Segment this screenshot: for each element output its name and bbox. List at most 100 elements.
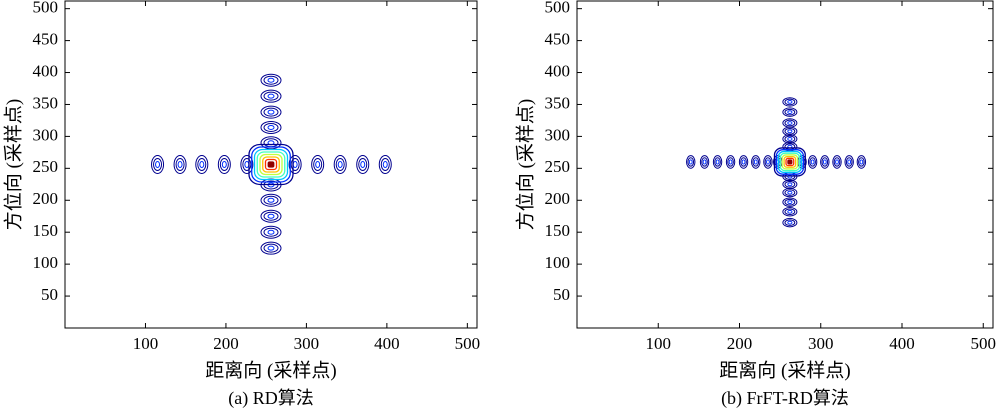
range-sidelobe <box>197 158 207 171</box>
range-sidelobe <box>240 155 254 174</box>
range-sidelobe <box>740 157 747 167</box>
range-sidelobe <box>244 161 250 168</box>
range-sidelobe <box>822 159 827 165</box>
azimuth-sidelobe <box>263 243 279 253</box>
azimuth-sidelobe <box>260 89 282 103</box>
range-sidelobe <box>311 155 325 174</box>
range-sidelobe <box>217 155 231 174</box>
peak-contour <box>259 153 283 176</box>
azimuth-sidelobe <box>784 198 796 206</box>
range-sidelobe <box>715 159 720 165</box>
azimuth-sidelobe <box>260 73 282 87</box>
range-sidelobe <box>712 155 723 169</box>
peak-contour <box>262 156 280 173</box>
range-sidelobe <box>807 155 818 169</box>
azimuth-sidelobe <box>787 174 793 179</box>
range-sidelobe <box>856 155 867 169</box>
azimuth-sidelobe <box>787 220 793 225</box>
peak-contour <box>777 150 803 174</box>
y-tick-label: 150 <box>33 221 59 240</box>
x-tick-label: 400 <box>889 334 915 353</box>
y-tick-label: 500 <box>545 0 571 17</box>
azimuth-sidelobe <box>787 137 793 141</box>
azimuth-sidelobe <box>784 127 796 135</box>
azimuth-sidelobe <box>782 197 798 207</box>
azimuth-sidelobe <box>782 207 798 217</box>
y-tick-label: 250 <box>545 157 571 176</box>
y-tick-label: 50 <box>553 285 570 304</box>
range-sidelobe <box>155 161 161 168</box>
range-sidelobe <box>833 157 841 167</box>
range-sidelobe <box>701 157 708 167</box>
azimuth-sidelobe <box>263 107 279 117</box>
range-sidelobe <box>290 158 300 171</box>
azimuth-sidelobe <box>787 110 793 115</box>
range-sidelobe <box>753 159 758 165</box>
x-tick-label: 200 <box>213 334 239 353</box>
range-sidelobe <box>356 155 370 174</box>
range-sidelobe <box>221 161 227 168</box>
azimuth-sidelobe <box>784 208 796 216</box>
azimuth-sidelobe <box>263 211 279 221</box>
range-sidelobe <box>242 158 252 171</box>
range-sidelobe <box>699 155 710 169</box>
range-sidelobe <box>845 157 853 167</box>
x-tick-label: 400 <box>374 334 400 353</box>
azimuth-sidelobe <box>260 225 282 239</box>
x-tick-label: 300 <box>808 334 834 353</box>
range-sidelobe <box>766 159 770 165</box>
azimuth-sidelobe <box>267 77 275 83</box>
range-sidelobe <box>763 155 773 169</box>
azimuth-sidelobe <box>784 108 796 116</box>
azimuth-sidelobe <box>784 119 796 127</box>
range-sidelobe <box>378 155 392 174</box>
azimuth-sidelobe <box>267 213 275 219</box>
x-tick-label: 100 <box>646 334 672 353</box>
range-sidelobe <box>821 157 829 167</box>
range-sidelobe <box>858 157 865 167</box>
range-sidelobe <box>727 157 734 167</box>
y-tick-label: 200 <box>33 189 59 208</box>
y-tick-label: 450 <box>545 30 571 49</box>
y-tick-label: 300 <box>545 125 571 144</box>
peak-center <box>268 161 274 168</box>
range-sidelobe <box>288 155 302 174</box>
range-sidelobe <box>741 159 746 165</box>
range-sidelobe <box>687 157 695 167</box>
y-tick-label: 450 <box>33 30 59 49</box>
peak-contour <box>251 146 291 183</box>
x-tick-label: 500 <box>455 334 481 353</box>
azimuth-sidelobe <box>263 227 279 237</box>
y-tick-label: 400 <box>33 61 59 80</box>
azimuth-sidelobe <box>787 200 793 205</box>
azimuth-sidelobe <box>784 219 796 226</box>
y-tick-label: 100 <box>545 253 571 272</box>
azimuth-sidelobe <box>263 75 279 85</box>
azimuth-sidelobe <box>263 138 279 148</box>
azimuth-sidelobe <box>784 180 796 188</box>
range-sidelobe <box>752 157 760 167</box>
range-sidelobe <box>751 155 761 169</box>
range-sidelobe <box>358 158 368 171</box>
caption: (b) FrFT-RD算法 <box>721 388 849 409</box>
peak-contour <box>785 157 795 167</box>
azimuth-sidelobe <box>260 136 282 150</box>
azimuth-sidelobe <box>787 121 793 125</box>
y-tick-label: 150 <box>545 221 571 240</box>
range-sidelobe <box>177 161 183 168</box>
range-sidelobe <box>337 161 343 168</box>
range-sidelobe <box>820 155 830 169</box>
range-sidelobe <box>175 158 185 171</box>
y-axis-label: 方位向 (采样点) <box>2 99 24 230</box>
azimuth-sidelobe <box>267 124 275 130</box>
azimuth-sidelobe <box>782 217 798 228</box>
x-tick-label: 200 <box>727 334 753 353</box>
range-sidelobe <box>360 161 366 168</box>
x-tick-label: 300 <box>294 334 320 353</box>
azimuth-sidelobe <box>787 190 793 195</box>
azimuth-sidelobe <box>782 179 798 189</box>
azimuth-sidelobe <box>260 209 282 223</box>
y-tick-label: 250 <box>33 157 59 176</box>
range-sidelobe <box>725 155 736 169</box>
